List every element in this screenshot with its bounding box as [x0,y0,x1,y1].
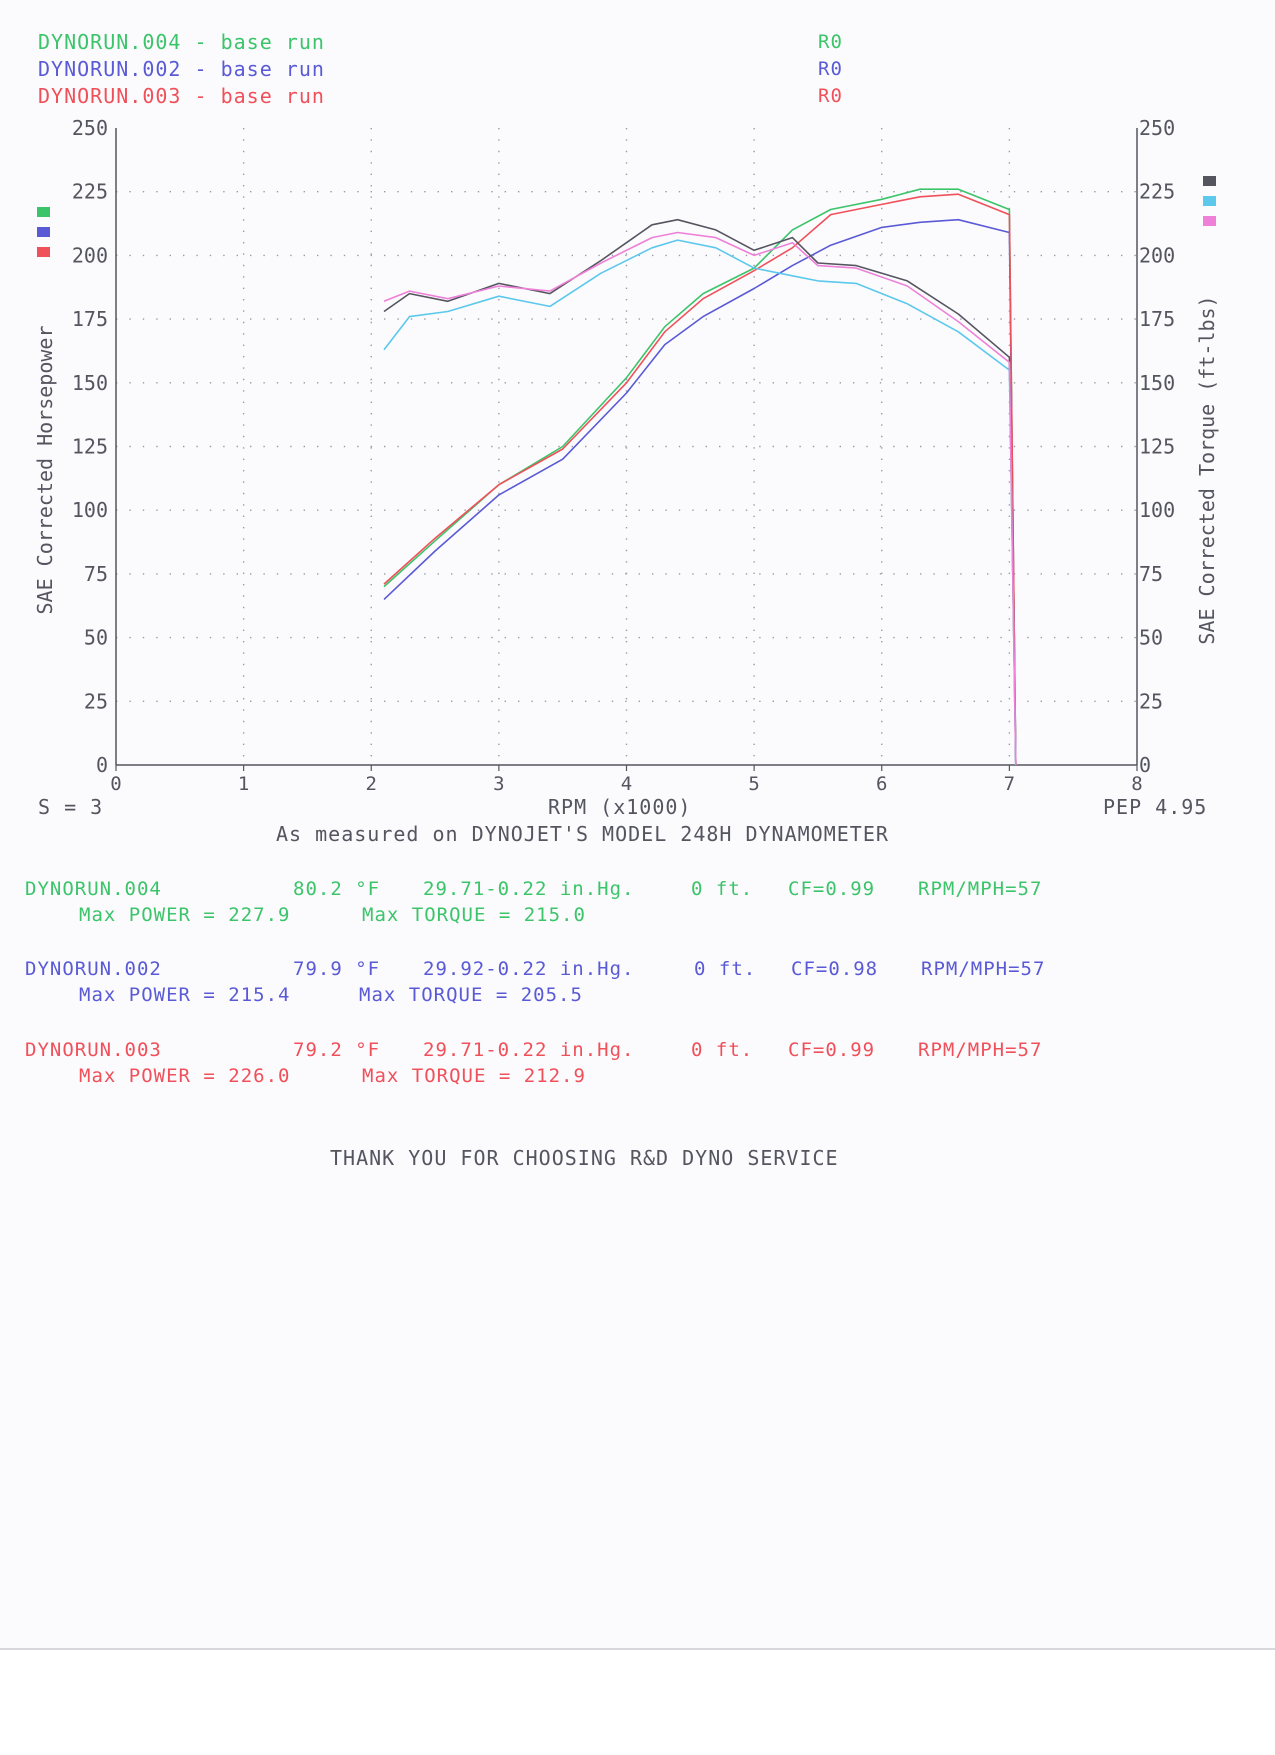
y2-tick-label: 175 [1139,307,1175,331]
run-alt: 0 ft. [691,1039,753,1061]
run-baro: 29.71-0.22 in.Hg. [423,878,634,900]
run-max-torque: Max TORQUE = 205.5 [359,984,583,1006]
horsepower-line [384,189,1016,765]
smoothing-label: S = 3 [38,795,103,819]
y-tick-label: 225 [72,180,108,204]
y2-axis-label: SAE Corrected Torque (ft-lbs) [1195,295,1219,644]
y2-tick-label: 225 [1139,180,1175,204]
run-name: DYNORUN.003 [25,1039,162,1061]
torque-swatch [1203,196,1216,206]
pep-label: PEP 4.95 [1103,795,1207,819]
y-axis-label: SAE Corrected Horsepower [33,326,57,615]
grid [116,128,1137,765]
hp-swatch [37,247,50,257]
x-tick-label: 3 [493,773,504,795]
sheet-edge [0,1648,1275,1650]
run-baro: 29.92-0.22 in.Hg. [423,958,634,980]
run-cf: CF=0.99 [788,1039,875,1061]
run-rpm-mph: RPM/MPH=57 [921,958,1045,980]
y-tick-label: 175 [72,307,108,331]
run-rpm-mph: RPM/MPH=57 [918,878,1042,900]
y-tick-label: 100 [72,498,108,522]
swatches [37,176,1216,257]
run-max-power: Max POWER = 226.0 [79,1065,290,1087]
run-cf: CF=0.98 [791,958,878,980]
run-temp: 79.2 °F [293,1039,380,1061]
horsepower-line [384,194,1016,765]
torque-swatch [1203,216,1216,226]
y2-tick-label: 125 [1139,435,1175,459]
torque-swatch [1203,176,1216,186]
y-tick-label: 125 [72,435,108,459]
y2-tick-label: 200 [1139,243,1175,267]
y-tick-label: 250 [72,116,108,140]
x-tick-label: 0 [110,773,121,795]
run-temp: 79.9 °F [293,958,380,980]
y2-tick-label: 75 [1139,562,1163,586]
hp-swatch [37,207,50,217]
measured-note: As measured on DYNOJET'S MODEL 248H DYNA… [276,822,889,846]
dyno-chart: 0 1 2 3 4 5 6 7 80255075100125150175200225250025… [0,0,1275,830]
y2-tick-label: 100 [1139,498,1175,522]
run-alt: 0 ft. [691,878,753,900]
x-tick-label: 6 [876,773,887,795]
torque-line [384,233,1016,766]
run-max-power: Max POWER = 215.4 [79,984,290,1006]
x-tick-label: 4 [621,773,632,795]
run-max-power: Max POWER = 227.9 [79,904,290,926]
x-axis-label: RPM (x1000) [548,795,691,819]
y-tick-label: 50 [84,626,108,650]
y2-tick-label: 250 [1139,116,1175,140]
y-tick-label: 75 [84,562,108,586]
hp-swatch [37,227,50,237]
run-name: DYNORUN.002 [25,958,162,980]
y-tick-label: 0 [96,753,108,777]
y-tick-label: 150 [72,371,108,395]
run-alt: 0 ft. [694,958,756,980]
run-max-torque: Max TORQUE = 212.9 [362,1065,586,1087]
x-tick-label: 5 [748,773,759,795]
run-name: DYNORUN.004 [25,878,162,900]
y2-tick-label: 25 [1139,689,1163,713]
series-lines [384,189,1016,765]
y-tick-label: 200 [72,243,108,267]
run-temp: 80.2 °F [293,878,380,900]
y-tick-label: 25 [84,689,108,713]
run-max-torque: Max TORQUE = 215.0 [362,904,586,926]
y2-tick-label: 0 [1139,753,1151,777]
x-tick-label: 2 [366,773,377,795]
y2-tick-label: 150 [1139,371,1175,395]
run-rpm-mph: RPM/MPH=57 [918,1039,1042,1061]
x-tick-label: 1 [238,773,249,795]
y2-tick-label: 50 [1139,626,1163,650]
footer-thanks: THANK YOU FOR CHOOSING R&D DYNO SERVICE [330,1146,839,1170]
run-baro: 29.71-0.22 in.Hg. [423,1039,634,1061]
run-cf: CF=0.99 [788,878,875,900]
x-tick-label: 7 [1004,773,1015,795]
